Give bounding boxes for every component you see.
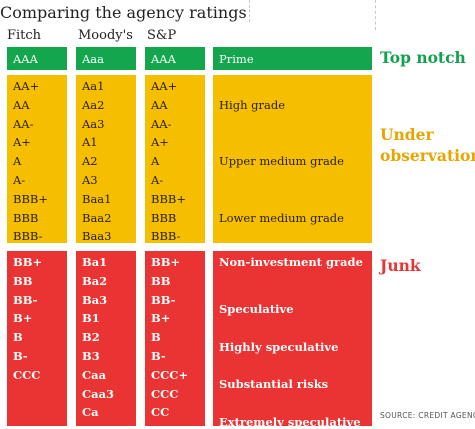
rating-cell: BB xyxy=(13,273,33,288)
rating-cell: A1 xyxy=(82,135,98,150)
rating-cell: CCC xyxy=(151,386,179,401)
chart-title: Comparing the agency ratings xyxy=(0,3,247,22)
band-yellow xyxy=(7,75,67,243)
rating-cell: Aa3 xyxy=(82,116,105,131)
rating-cell: Aaa xyxy=(82,51,105,66)
category-under-observation: Under observation xyxy=(380,125,475,165)
rating-cell: A- xyxy=(151,173,164,187)
column-header-fitch: Fitch xyxy=(7,28,42,43)
rating-cell: BB- xyxy=(151,292,176,307)
column-header-moodys: Moody's xyxy=(78,28,133,43)
moodys-column: Aaa Aa1 Aa2 Aa3 A1 A2 A3 Baa1 Baa2 Baa3 Ba1 Ba2 Ba3 B… xyxy=(76,0,136,428)
rating-cell: A+ xyxy=(151,135,169,150)
rating-cell: Baa1 xyxy=(82,191,112,206)
rating-cell: A+ xyxy=(13,135,31,150)
rating-cell: Aa2 xyxy=(82,97,105,112)
description-cell: Extremely speculative xyxy=(219,414,361,429)
rating-cell: BBB xyxy=(151,210,177,225)
band-red xyxy=(213,251,372,426)
description-column: Prime High grade Upper medium grade Lower m… xyxy=(213,0,372,429)
band-green xyxy=(145,47,205,70)
rating-cell: Aa1 xyxy=(82,79,105,93)
column-header-sp: S&P xyxy=(147,28,177,43)
divider-line xyxy=(375,0,376,30)
rating-cell: Caa xyxy=(82,367,107,382)
band-yellow xyxy=(145,75,205,243)
rating-cell: CCC+ xyxy=(151,367,189,382)
sp-column: AAA AA+ AA AA- A+ A A- BBB+ BBB BBB- BB+ BB BB- B+ B B-… xyxy=(145,0,205,428)
rating-cell: A3 xyxy=(82,173,98,187)
band-green xyxy=(76,47,136,70)
rating-cell: BB+ xyxy=(151,255,181,269)
rating-cell: B3 xyxy=(82,349,100,363)
rating-cell: B xyxy=(13,330,23,345)
band-green xyxy=(7,47,67,70)
rating-cell: A2 xyxy=(82,154,98,169)
description-cell: Substantial risks xyxy=(219,377,329,392)
rating-cell: BBB- xyxy=(151,229,181,244)
description-cell: Upper medium grade xyxy=(219,154,344,169)
rating-cell: A xyxy=(13,154,22,169)
rating-cell: B+ xyxy=(151,311,171,326)
rating-cell: B- xyxy=(13,349,28,363)
rating-cell: AA xyxy=(151,97,168,112)
band-green xyxy=(213,47,372,70)
rating-cell: B1 xyxy=(82,311,100,326)
divider-line xyxy=(249,0,250,22)
band-yellow xyxy=(213,75,372,243)
rating-cell: B2 xyxy=(82,330,100,345)
rating-cell: Ca xyxy=(82,405,99,420)
rating-cell: AA- xyxy=(13,116,34,131)
band-red xyxy=(145,251,205,426)
rating-cell: B xyxy=(151,330,161,345)
description-cell: High grade xyxy=(219,97,286,112)
rating-cell: BBB xyxy=(13,210,39,225)
rating-cell: B+ xyxy=(13,311,33,326)
rating-cell: B- xyxy=(151,349,166,363)
description-cell: Non-investment grade xyxy=(219,255,363,269)
band-yellow xyxy=(76,75,136,243)
rating-cell: BBB+ xyxy=(151,191,186,206)
rating-cell: A xyxy=(151,154,160,169)
rating-cell: A- xyxy=(13,173,26,187)
rating-cell: Caa3 xyxy=(82,386,115,401)
rating-cell: AA+ xyxy=(151,79,178,93)
band-red xyxy=(76,251,136,426)
description-cell: Highly speculative xyxy=(219,339,339,354)
rating-cell: AA- xyxy=(151,116,172,131)
category-junk: Junk xyxy=(380,256,421,275)
rating-cell: Baa3 xyxy=(82,229,112,244)
band-red xyxy=(7,251,67,426)
rating-cell: BBB- xyxy=(13,229,43,244)
rating-cell: BB+ xyxy=(13,255,43,269)
rating-cell: BB- xyxy=(13,292,38,307)
rating-cell: AAA xyxy=(13,51,38,66)
description-cell: Prime xyxy=(219,51,254,66)
rating-cell: BB xyxy=(151,273,171,288)
rating-cell: Baa2 xyxy=(82,210,112,225)
rating-cell: AA+ xyxy=(13,79,40,93)
rating-cell: AA xyxy=(13,97,30,112)
fitch-column: AAA AA+ AA AA- A+ A A- BBB+ BBB BBB- BB+ BB BB- B+ B B-… xyxy=(7,0,67,428)
rating-cell: AAA xyxy=(151,51,176,66)
rating-cell: Ba1 xyxy=(82,255,108,269)
rating-cell: CCC xyxy=(13,367,41,382)
rating-cell: Ba3 xyxy=(82,292,108,307)
source-note: SOURCE: CREDIT AGENCIES xyxy=(380,411,475,420)
rating-cell: BBB+ xyxy=(13,191,48,206)
description-cell: Speculative xyxy=(219,302,294,316)
description-cell: Lower medium grade xyxy=(219,210,344,225)
rating-cell: Ba2 xyxy=(82,273,108,288)
rating-cell: CC xyxy=(151,405,170,420)
category-top-notch: Top notch xyxy=(380,48,466,67)
